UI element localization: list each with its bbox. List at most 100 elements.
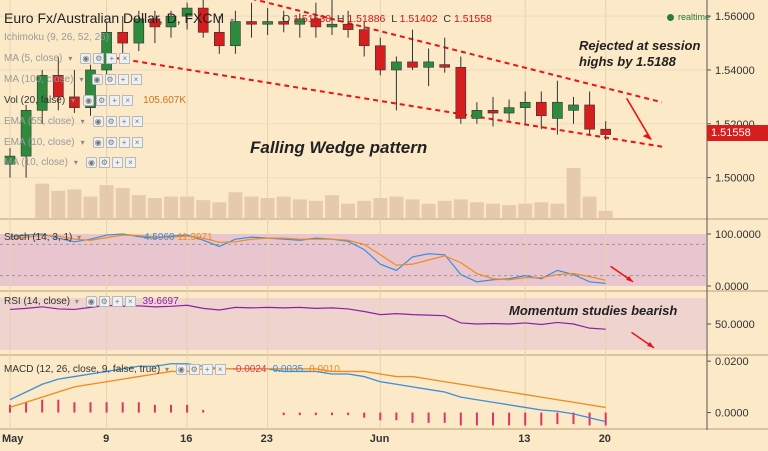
candle-body bbox=[439, 64, 451, 68]
volume-bar bbox=[598, 210, 613, 218]
arrow-head-icon bbox=[626, 275, 634, 282]
volume-bar bbox=[115, 188, 130, 218]
volume-bar bbox=[341, 203, 356, 218]
x-tick-label: 13 bbox=[518, 433, 530, 445]
candle-body bbox=[230, 21, 241, 47]
volume-bar bbox=[67, 189, 82, 218]
candle-body bbox=[181, 7, 193, 17]
volume-bar bbox=[308, 200, 323, 218]
volume-bar bbox=[389, 196, 404, 218]
volume-bar bbox=[83, 196, 98, 218]
volume-bar bbox=[35, 183, 50, 218]
candle-body bbox=[85, 69, 96, 108]
wedge-upper-line bbox=[252, 0, 663, 104]
volume-bar bbox=[260, 198, 275, 218]
x-tick-label: May bbox=[2, 433, 24, 445]
volume-bar bbox=[131, 195, 146, 218]
candle-body bbox=[20, 110, 32, 157]
volume-bar bbox=[486, 203, 500, 218]
y-tick-label: 100.0000 bbox=[715, 229, 761, 241]
candle-body bbox=[391, 61, 402, 71]
candle-body bbox=[374, 45, 386, 71]
candle-body bbox=[214, 31, 225, 47]
volume-bar bbox=[405, 199, 420, 218]
volume-bar bbox=[534, 202, 549, 218]
volume-bar bbox=[550, 203, 565, 218]
candle-body bbox=[133, 18, 145, 44]
candle-body bbox=[165, 15, 177, 28]
candle-body bbox=[117, 31, 128, 44]
volume-bar bbox=[373, 198, 388, 218]
arrow-line bbox=[625, 97, 652, 140]
x-tick-label: 9 bbox=[103, 433, 109, 445]
y-tick-label: 0.0000 bbox=[715, 281, 749, 293]
volume-bar bbox=[180, 196, 195, 218]
candle-body bbox=[568, 104, 579, 111]
volume-bar bbox=[469, 202, 484, 218]
volume-bar bbox=[502, 205, 517, 218]
volume-bar bbox=[582, 196, 597, 218]
y-tick-label: 1.54000 bbox=[715, 65, 755, 77]
volume-bar bbox=[437, 200, 452, 218]
macd-signal-line bbox=[9, 368, 606, 409]
arrow-head-icon bbox=[642, 133, 653, 141]
x-tick-label: 16 bbox=[180, 433, 192, 445]
y-tick-label: 1.50000 bbox=[715, 173, 755, 185]
volume-bar bbox=[244, 196, 259, 218]
candle-body bbox=[197, 7, 209, 33]
candle-body bbox=[600, 128, 612, 135]
x-tick-label: 23 bbox=[261, 433, 273, 445]
candle-body bbox=[584, 104, 595, 130]
volume-bar bbox=[147, 198, 162, 218]
candle-body bbox=[278, 21, 290, 25]
volume-bar bbox=[212, 202, 227, 218]
candle-body bbox=[52, 75, 64, 98]
volume-bar bbox=[228, 192, 243, 218]
y-tick-label: 1.56000 bbox=[715, 11, 755, 23]
volume-bar bbox=[357, 200, 372, 218]
candle-body bbox=[246, 21, 257, 25]
candle-body bbox=[552, 101, 563, 119]
candle-body bbox=[4, 155, 16, 165]
x-tick-label: 20 bbox=[599, 433, 611, 445]
candle-body bbox=[326, 23, 338, 28]
volume-bar bbox=[325, 195, 339, 218]
candle-body bbox=[407, 61, 418, 68]
y-tick-label: 0.0200 bbox=[715, 356, 749, 368]
macd-line bbox=[9, 363, 606, 423]
volume-bar bbox=[164, 196, 178, 218]
candle-body bbox=[310, 18, 322, 28]
candle-body bbox=[535, 101, 547, 117]
stoch-d-line bbox=[9, 234, 606, 281]
volume-bar bbox=[453, 199, 468, 218]
x-tick-label: Jun bbox=[370, 433, 390, 445]
wedge-lower-line bbox=[106, 55, 663, 148]
volume-bar bbox=[518, 203, 533, 218]
volume-bar bbox=[196, 200, 211, 218]
volume-bar bbox=[292, 199, 307, 218]
y-tick-label: 1.52000 bbox=[715, 119, 755, 131]
candle-body bbox=[294, 18, 306, 25]
volume-bar bbox=[51, 190, 66, 218]
y-tick-label: 50.0000 bbox=[715, 319, 755, 331]
candle-body bbox=[471, 110, 483, 119]
candle-body bbox=[358, 29, 370, 47]
stoch-band bbox=[0, 234, 706, 286]
candle-body bbox=[423, 61, 434, 68]
candle-body bbox=[342, 23, 354, 30]
candle-body bbox=[69, 96, 80, 108]
candle-body bbox=[487, 110, 499, 114]
volume-bar bbox=[99, 185, 114, 218]
volume-bar bbox=[566, 168, 581, 218]
candle-body bbox=[36, 75, 48, 111]
candle-body bbox=[519, 101, 531, 108]
volume-bar bbox=[276, 196, 291, 218]
candle-body bbox=[101, 31, 112, 71]
candle-body bbox=[262, 21, 273, 25]
candle-body bbox=[455, 66, 467, 119]
volume-bar bbox=[421, 203, 436, 218]
arrow-head-icon bbox=[647, 341, 654, 348]
candle-body bbox=[149, 18, 161, 28]
y-tick-label: 0.0000 bbox=[715, 408, 749, 420]
